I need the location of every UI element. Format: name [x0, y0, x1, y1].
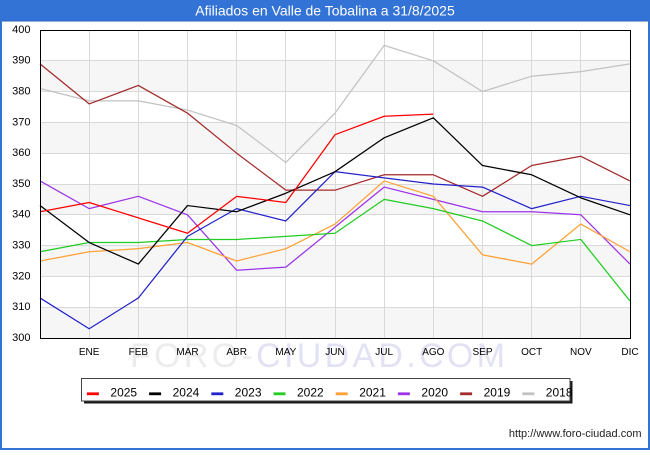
- svg-text:2025: 2025: [110, 385, 137, 399]
- svg-text:400: 400: [12, 24, 30, 36]
- svg-text:300: 300: [12, 332, 30, 344]
- svg-text:OCT: OCT: [521, 347, 542, 358]
- svg-text:ENE: ENE: [79, 347, 100, 358]
- svg-text:390: 390: [12, 55, 30, 67]
- svg-text:2024: 2024: [173, 385, 200, 399]
- svg-text:2020: 2020: [421, 385, 448, 399]
- svg-text:2018: 2018: [546, 385, 573, 399]
- svg-text:ABR: ABR: [226, 347, 247, 358]
- svg-text:360: 360: [12, 147, 30, 159]
- svg-text:MAR: MAR: [176, 347, 198, 358]
- svg-text:FEB: FEB: [129, 347, 149, 358]
- svg-text:380: 380: [12, 86, 30, 98]
- svg-text:320: 320: [12, 270, 30, 282]
- svg-text:http://www.foro-ciudad.com: http://www.foro-ciudad.com: [509, 428, 642, 440]
- svg-text:AGO: AGO: [422, 347, 444, 358]
- svg-text:2023: 2023: [235, 385, 262, 399]
- svg-text:350: 350: [12, 178, 30, 190]
- svg-text:SEP: SEP: [472, 347, 492, 358]
- svg-text:Afiliados en Valle de Tobalina: Afiliados en Valle de Tobalina a 31/8/20…: [195, 3, 455, 19]
- svg-text:340: 340: [12, 209, 30, 221]
- svg-text:JUL: JUL: [375, 347, 393, 358]
- svg-text:FORO-CIUDAD.COM: FORO-CIUDAD.COM: [130, 337, 505, 375]
- svg-text:370: 370: [12, 116, 30, 128]
- svg-text:2021: 2021: [359, 385, 386, 399]
- svg-text:310: 310: [12, 301, 30, 313]
- svg-text:330: 330: [12, 240, 30, 252]
- svg-text:JUN: JUN: [325, 347, 344, 358]
- svg-text:NOV: NOV: [570, 347, 592, 358]
- svg-text:2022: 2022: [297, 385, 324, 399]
- svg-text:DIC: DIC: [621, 347, 638, 358]
- svg-text:MAY: MAY: [275, 347, 296, 358]
- svg-text:2019: 2019: [484, 385, 511, 399]
